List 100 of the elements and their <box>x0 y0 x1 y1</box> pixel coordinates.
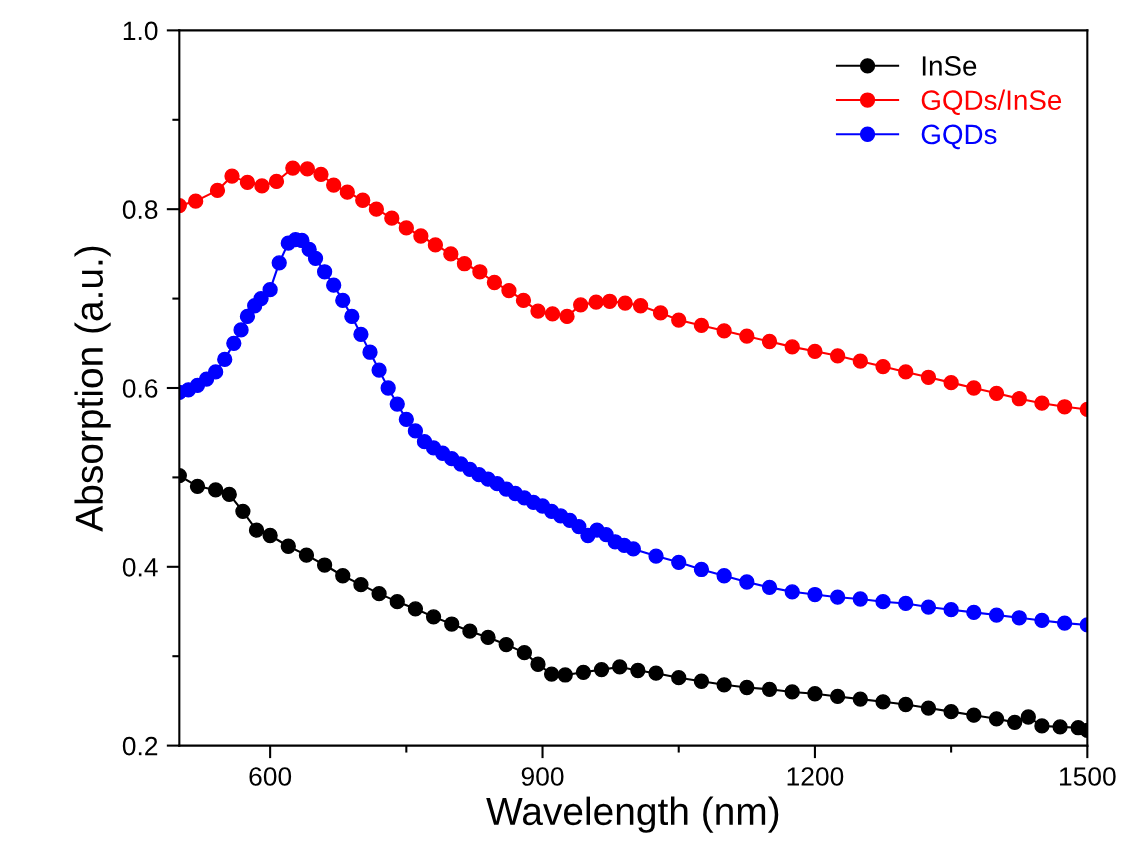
point <box>829 348 846 364</box>
point <box>693 673 710 689</box>
point <box>313 166 329 182</box>
x-tick-label: 900 <box>521 767 564 786</box>
point <box>335 568 351 584</box>
legend-label: GQDs/InSe <box>921 89 1062 115</box>
point <box>280 538 296 554</box>
point <box>462 623 478 639</box>
point <box>221 486 237 503</box>
point <box>852 691 868 707</box>
point <box>693 317 710 334</box>
point <box>501 282 517 299</box>
y-tick-label: 0.6 <box>122 379 158 398</box>
point <box>209 182 226 199</box>
point <box>456 256 473 272</box>
point <box>648 665 664 681</box>
x-axis-title: Wavelength (nm) <box>486 796 779 833</box>
point <box>1011 391 1027 407</box>
point <box>784 339 800 355</box>
point <box>224 168 240 184</box>
point <box>371 585 387 602</box>
point <box>530 656 546 672</box>
point <box>1034 395 1050 411</box>
point <box>1052 719 1068 735</box>
point <box>398 220 414 236</box>
y-tick-label: 0.4 <box>122 557 158 577</box>
point <box>515 292 532 309</box>
y-tick-label: 1.0 <box>123 21 158 41</box>
point <box>602 293 618 309</box>
point <box>298 547 315 563</box>
point <box>254 178 270 194</box>
point <box>784 684 800 700</box>
point <box>235 503 251 520</box>
point <box>353 577 369 593</box>
point <box>898 364 914 380</box>
point <box>671 312 687 328</box>
point <box>559 308 575 325</box>
point <box>355 192 371 208</box>
point <box>285 160 301 176</box>
x-tick-label: 1500 <box>1059 767 1116 786</box>
point <box>588 294 604 310</box>
point <box>807 343 823 359</box>
point <box>920 700 937 716</box>
point <box>807 686 823 702</box>
point <box>1056 399 1073 415</box>
point <box>829 688 846 705</box>
point <box>427 237 444 253</box>
point <box>248 522 265 538</box>
point <box>612 659 628 675</box>
y-tick-label: 0.8 <box>122 200 158 220</box>
point <box>443 246 459 262</box>
point <box>413 228 429 244</box>
x-tick-label: 600 <box>249 767 292 786</box>
point <box>299 161 315 177</box>
point <box>761 681 778 697</box>
point <box>671 670 687 686</box>
point <box>943 703 959 720</box>
point <box>875 694 891 710</box>
point <box>498 636 514 653</box>
point <box>384 210 400 226</box>
point <box>444 616 460 632</box>
legend-label: InSe <box>922 56 977 76</box>
point <box>316 557 333 573</box>
point <box>898 696 914 713</box>
point <box>239 174 256 191</box>
point <box>188 193 204 209</box>
point <box>632 298 649 314</box>
point <box>486 274 503 291</box>
point <box>920 369 937 385</box>
point <box>407 601 424 617</box>
point <box>480 629 496 646</box>
point <box>1020 709 1036 725</box>
point <box>425 609 442 625</box>
legend-label: GQDs <box>921 124 997 150</box>
point <box>268 173 285 190</box>
point <box>262 527 278 544</box>
point <box>472 264 488 280</box>
point <box>575 664 592 680</box>
point <box>966 380 982 396</box>
point <box>739 679 755 696</box>
point <box>1007 714 1023 731</box>
point <box>617 295 633 311</box>
point <box>875 358 891 375</box>
x-tick-label: 1200 <box>787 767 844 786</box>
point <box>389 594 405 610</box>
point <box>543 666 560 682</box>
point <box>761 333 778 350</box>
y-tick-label: 0.2 <box>122 736 158 756</box>
point <box>652 305 669 321</box>
point <box>557 667 573 683</box>
point <box>739 328 755 344</box>
point <box>544 306 561 322</box>
point <box>988 385 1005 401</box>
point <box>530 303 546 319</box>
point <box>943 374 959 391</box>
point <box>339 184 355 200</box>
point <box>716 677 732 693</box>
point <box>593 661 610 678</box>
point <box>988 711 1005 727</box>
point <box>1034 718 1050 734</box>
